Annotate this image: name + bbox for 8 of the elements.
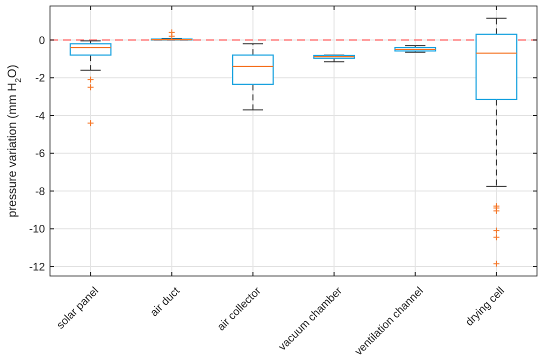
y-tick-label: -4	[35, 110, 45, 122]
y-tick-label: 0	[38, 34, 45, 47]
y-tick-label: -12	[29, 261, 45, 274]
y-tick-label: -10	[29, 224, 45, 236]
y-tick-label: -6	[35, 148, 45, 160]
y-tick-label: -2	[35, 72, 45, 85]
x-tick-label: air duct	[148, 285, 182, 320]
y-tick-label: -8	[35, 186, 45, 198]
